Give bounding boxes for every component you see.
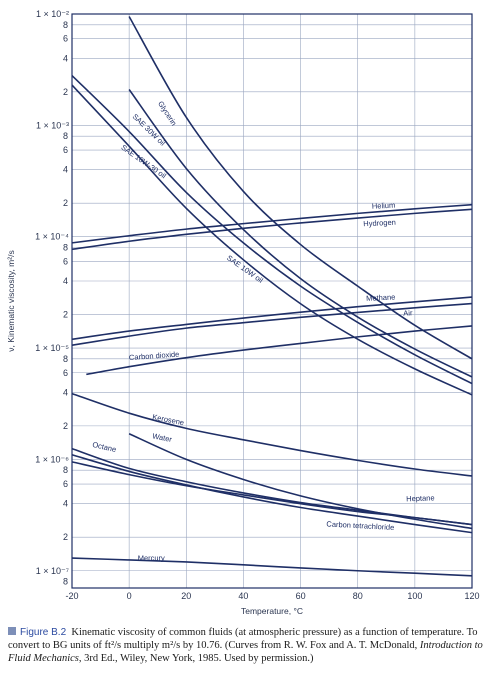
y-tick-labels: 1 × 10⁻² 1 × 10⁻³ 1 × 10⁻⁴ 1 × 10⁻⁵ 1 × 10⁻⁶… <box>35 9 69 587</box>
y-tick-label: 2 <box>63 532 68 542</box>
curves <box>71 16 473 577</box>
y-tick-label: 8 <box>63 20 68 30</box>
y-tick-label: 2 <box>63 421 68 431</box>
y-tick-label: 6 <box>63 145 68 155</box>
curve-label: Hydrogen <box>363 218 396 229</box>
y-tick-label: 4 <box>63 165 68 175</box>
x-tick-label: 120 <box>464 591 479 601</box>
x-tick-label: 40 <box>238 591 248 601</box>
x-axis-label: Temperature, °C <box>241 606 303 616</box>
series-line-hydrogen <box>71 208 473 251</box>
curve-label: Kerosene <box>152 412 185 427</box>
curve-label: Octane <box>92 440 118 454</box>
caption-text-2: , 3rd Ed., Wiley, New York, 1985. Used b… <box>78 653 314 664</box>
caption-text-1: Kinematic viscosity of common fluids (at… <box>8 627 478 651</box>
y-tick-label: 8 <box>63 465 68 475</box>
curve-label: Helium <box>372 201 396 211</box>
y-tick-label: 4 <box>63 53 68 63</box>
viscosity-chart: 1 × 10⁻² 1 × 10⁻³ 1 × 10⁻⁴ 1 × 10⁻⁵ 1 × 10⁻⁶… <box>6 9 480 616</box>
series-line-sae-10w-30-oil <box>71 74 473 385</box>
curve-label: Glycerin <box>156 99 179 127</box>
series-line-sae-10w-oil <box>71 84 473 396</box>
x-tick-label: 0 <box>127 591 132 601</box>
x-tick-label: 100 <box>407 591 422 601</box>
caption-book-title: Introduction to Fluid Mechanics <box>8 640 483 664</box>
curve-label: SAE 10W oil <box>225 253 265 285</box>
y-tick-label: 2 <box>63 87 68 97</box>
plot-frame <box>71 13 473 589</box>
y-tick-label: 1 × 10⁻⁵ <box>35 343 69 353</box>
curve-label: Water <box>152 431 174 444</box>
y-tick-label: 8 <box>63 242 68 252</box>
figure-label: Figure B.2 <box>20 627 67 638</box>
y-tick-label: 1 × 10⁻³ <box>36 120 69 130</box>
y-tick-label: 6 <box>63 34 68 44</box>
series-line-carbon-dioxide <box>86 325 473 376</box>
y-axis-label: ν, Kinematic viscosity, m²/s <box>6 250 16 351</box>
y-tick-label: 8 <box>63 577 68 587</box>
y-tick-label: 4 <box>63 276 68 286</box>
y-tick-label: 8 <box>63 354 68 364</box>
x-tick-labels: -20 0 20 40 60 80 100 120 <box>65 591 479 601</box>
curve-label: Carbon tetrachloride <box>326 519 394 532</box>
y-tick-label: 1 × 10⁻⁷ <box>36 566 69 576</box>
series-line-octane <box>71 447 473 526</box>
y-tick-label: 4 <box>63 499 68 509</box>
x-tick-label: 80 <box>353 591 363 601</box>
series-line-mercury <box>71 557 473 577</box>
curve-label: Mercury <box>138 554 165 563</box>
x-tick-label: -20 <box>65 591 78 601</box>
y-tick-label: 1 × 10⁻⁶ <box>35 454 69 464</box>
x-tick-label: 20 <box>181 591 191 601</box>
curve-label: Carbon dioxide <box>129 350 180 362</box>
y-tick-label: 1 × 10⁻⁴ <box>35 232 69 242</box>
y-tick-label: 8 <box>63 131 68 141</box>
y-tick-label: 6 <box>63 479 68 489</box>
y-tick-label: 4 <box>63 387 68 397</box>
y-tick-label: 1 × 10⁻² <box>36 9 69 19</box>
y-tick-label: 2 <box>63 310 68 320</box>
series-line-methane <box>71 296 473 341</box>
grid <box>71 13 473 588</box>
series-line-heptane <box>71 461 473 526</box>
curve-label: Air <box>403 308 413 317</box>
figure-caption: Figure B.2 Kinematic viscosity of common… <box>8 626 496 665</box>
y-tick-label: 6 <box>63 256 68 266</box>
curve-label: Methane <box>366 292 396 303</box>
y-tick-label: 2 <box>63 198 68 208</box>
curve-label: SAE 10W-30 oil <box>119 143 168 181</box>
y-tick-label: 6 <box>63 368 68 378</box>
series-line-carbon-tetrachloride <box>71 454 473 534</box>
series-line-air <box>71 302 473 347</box>
series-line-kerosene <box>71 392 473 477</box>
x-tick-label: 60 <box>296 591 306 601</box>
series-line-helium <box>71 203 473 244</box>
series-line-water <box>128 433 473 530</box>
series-line-sae-30w-oil <box>128 89 473 378</box>
series-line-glycerin <box>128 16 473 360</box>
curve-label: Heptane <box>406 493 435 503</box>
caption-square-icon <box>8 627 16 635</box>
